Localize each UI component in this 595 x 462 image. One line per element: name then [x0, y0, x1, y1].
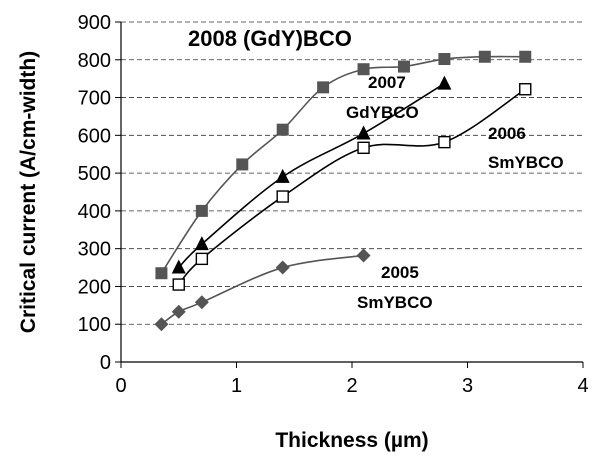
series-line — [160, 55, 526, 274]
y-tick-label: 800 — [78, 50, 111, 72]
y-tick-label: 700 — [78, 88, 111, 110]
annotation-2007-material: GdYBCO — [346, 103, 419, 122]
x-tick-label: 0 — [115, 375, 126, 397]
data-point-filled-triangle — [437, 75, 452, 90]
data-point-filled-triangle — [356, 125, 371, 140]
annotation-2008: 2008 (GdY)BCO — [188, 26, 352, 51]
y-tick-label: 0 — [100, 352, 111, 374]
tick-marks — [115, 21, 584, 368]
x-tick-label: 4 — [577, 375, 588, 397]
series-3 — [172, 83, 532, 291]
y-tick-label: 300 — [78, 239, 111, 261]
data-point-filled-triangle — [194, 236, 209, 251]
data-point-open-square — [276, 190, 289, 203]
data-point-filled-diamond — [275, 260, 290, 275]
data-point-filled-square — [276, 123, 289, 136]
data-point-open-square — [357, 141, 370, 155]
data-point-filled-diamond — [154, 317, 169, 332]
annotation-2005-year: 2005 — [381, 263, 419, 282]
y-tick-label: 600 — [78, 125, 111, 147]
data-point-filled-square — [397, 60, 410, 73]
x-tick-label: 1 — [231, 375, 242, 397]
data-point-filled-diamond — [171, 304, 186, 319]
data-point-filled-square — [317, 81, 330, 94]
y-tick-label: 200 — [78, 276, 111, 298]
data-point-open-square — [195, 252, 209, 266]
series-1 — [155, 50, 532, 280]
data-point-open-square — [438, 135, 451, 149]
data-point-filled-square — [155, 267, 168, 280]
y-axis-title: Critical current (A/cm-width) — [17, 51, 40, 333]
data-point-filled-square — [236, 158, 249, 171]
x-tick-label: 2 — [346, 375, 357, 397]
y-tick-label: 900 — [78, 12, 111, 34]
series-2 — [171, 75, 452, 274]
y-tick-label: 100 — [78, 314, 111, 336]
series-line — [160, 254, 364, 325]
annotation-2007-year: 2007 — [368, 73, 406, 92]
data-point-open-square — [172, 278, 185, 291]
data-point-open-square — [519, 83, 532, 96]
data-point-filled-triangle — [171, 259, 186, 274]
data-point-filled-square — [438, 53, 451, 66]
data-point-filled-square — [195, 204, 208, 217]
y-tick-label: 500 — [78, 163, 111, 185]
data-point-filled-triangle — [275, 168, 290, 183]
tick-labels: 0 100 200 300 400 500 600 700 800 900 0 1 2 3 4 — [78, 12, 589, 397]
x-tick-label: 3 — [462, 375, 473, 397]
data-point-filled-square — [478, 50, 491, 63]
data-point-filled-diamond — [356, 248, 371, 263]
gridlines — [121, 21, 583, 325]
data-point-filled-diamond — [194, 295, 209, 310]
series-4 — [154, 248, 371, 332]
data-point-filled-square — [357, 63, 370, 76]
annotation-2005-material: SmYBCO — [357, 293, 433, 312]
series-layer — [154, 50, 532, 332]
data-point-filled-square — [519, 50, 532, 63]
annotation-2006-year: 2006 — [488, 124, 526, 143]
annotation-2006-material: SmYBCO — [488, 153, 564, 172]
y-tick-label: 400 — [78, 201, 111, 223]
x-axis-title: Thickness (µm) — [275, 429, 428, 452]
